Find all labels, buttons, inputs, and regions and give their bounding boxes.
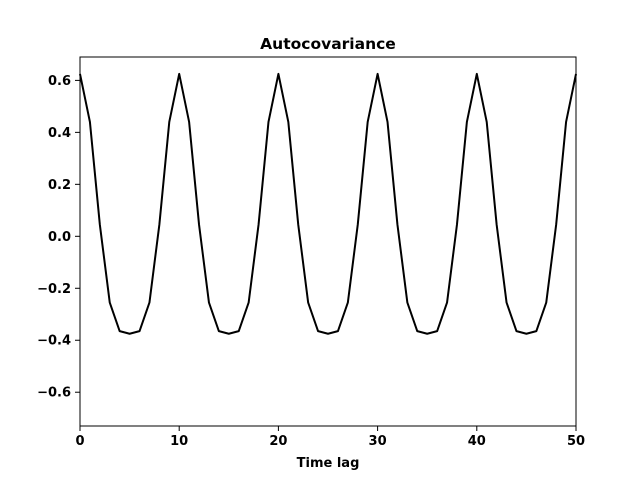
y-tick-label: 0.0 (48, 230, 71, 245)
x-tick-label: 40 (468, 434, 486, 449)
axes-frame (79, 56, 577, 427)
series-line-0 (79, 72, 577, 335)
y-tick-label: −0.2 (37, 282, 71, 297)
x-axis-label: Time lag (297, 456, 360, 471)
y-tick-label: −0.6 (37, 386, 71, 401)
chart-title: Autocovariance (260, 35, 396, 53)
x-tick-label: 10 (170, 434, 188, 449)
y-tick-label: 0.6 (48, 74, 71, 89)
y-tick-label: −0.4 (37, 334, 71, 349)
x-tick-label: 50 (567, 434, 585, 449)
y-tick-label: 0.2 (48, 178, 71, 193)
x-tick-label: 0 (75, 434, 84, 449)
x-tick-label: 20 (269, 434, 287, 449)
plot-area: 0 10 20 30 40 50 −0.6 −0.4 −0.2 0.0 0.2 0.4 0.6 (37, 56, 585, 449)
x-tick-label: 30 (369, 434, 387, 449)
y-tick-label: 0.4 (48, 126, 71, 141)
